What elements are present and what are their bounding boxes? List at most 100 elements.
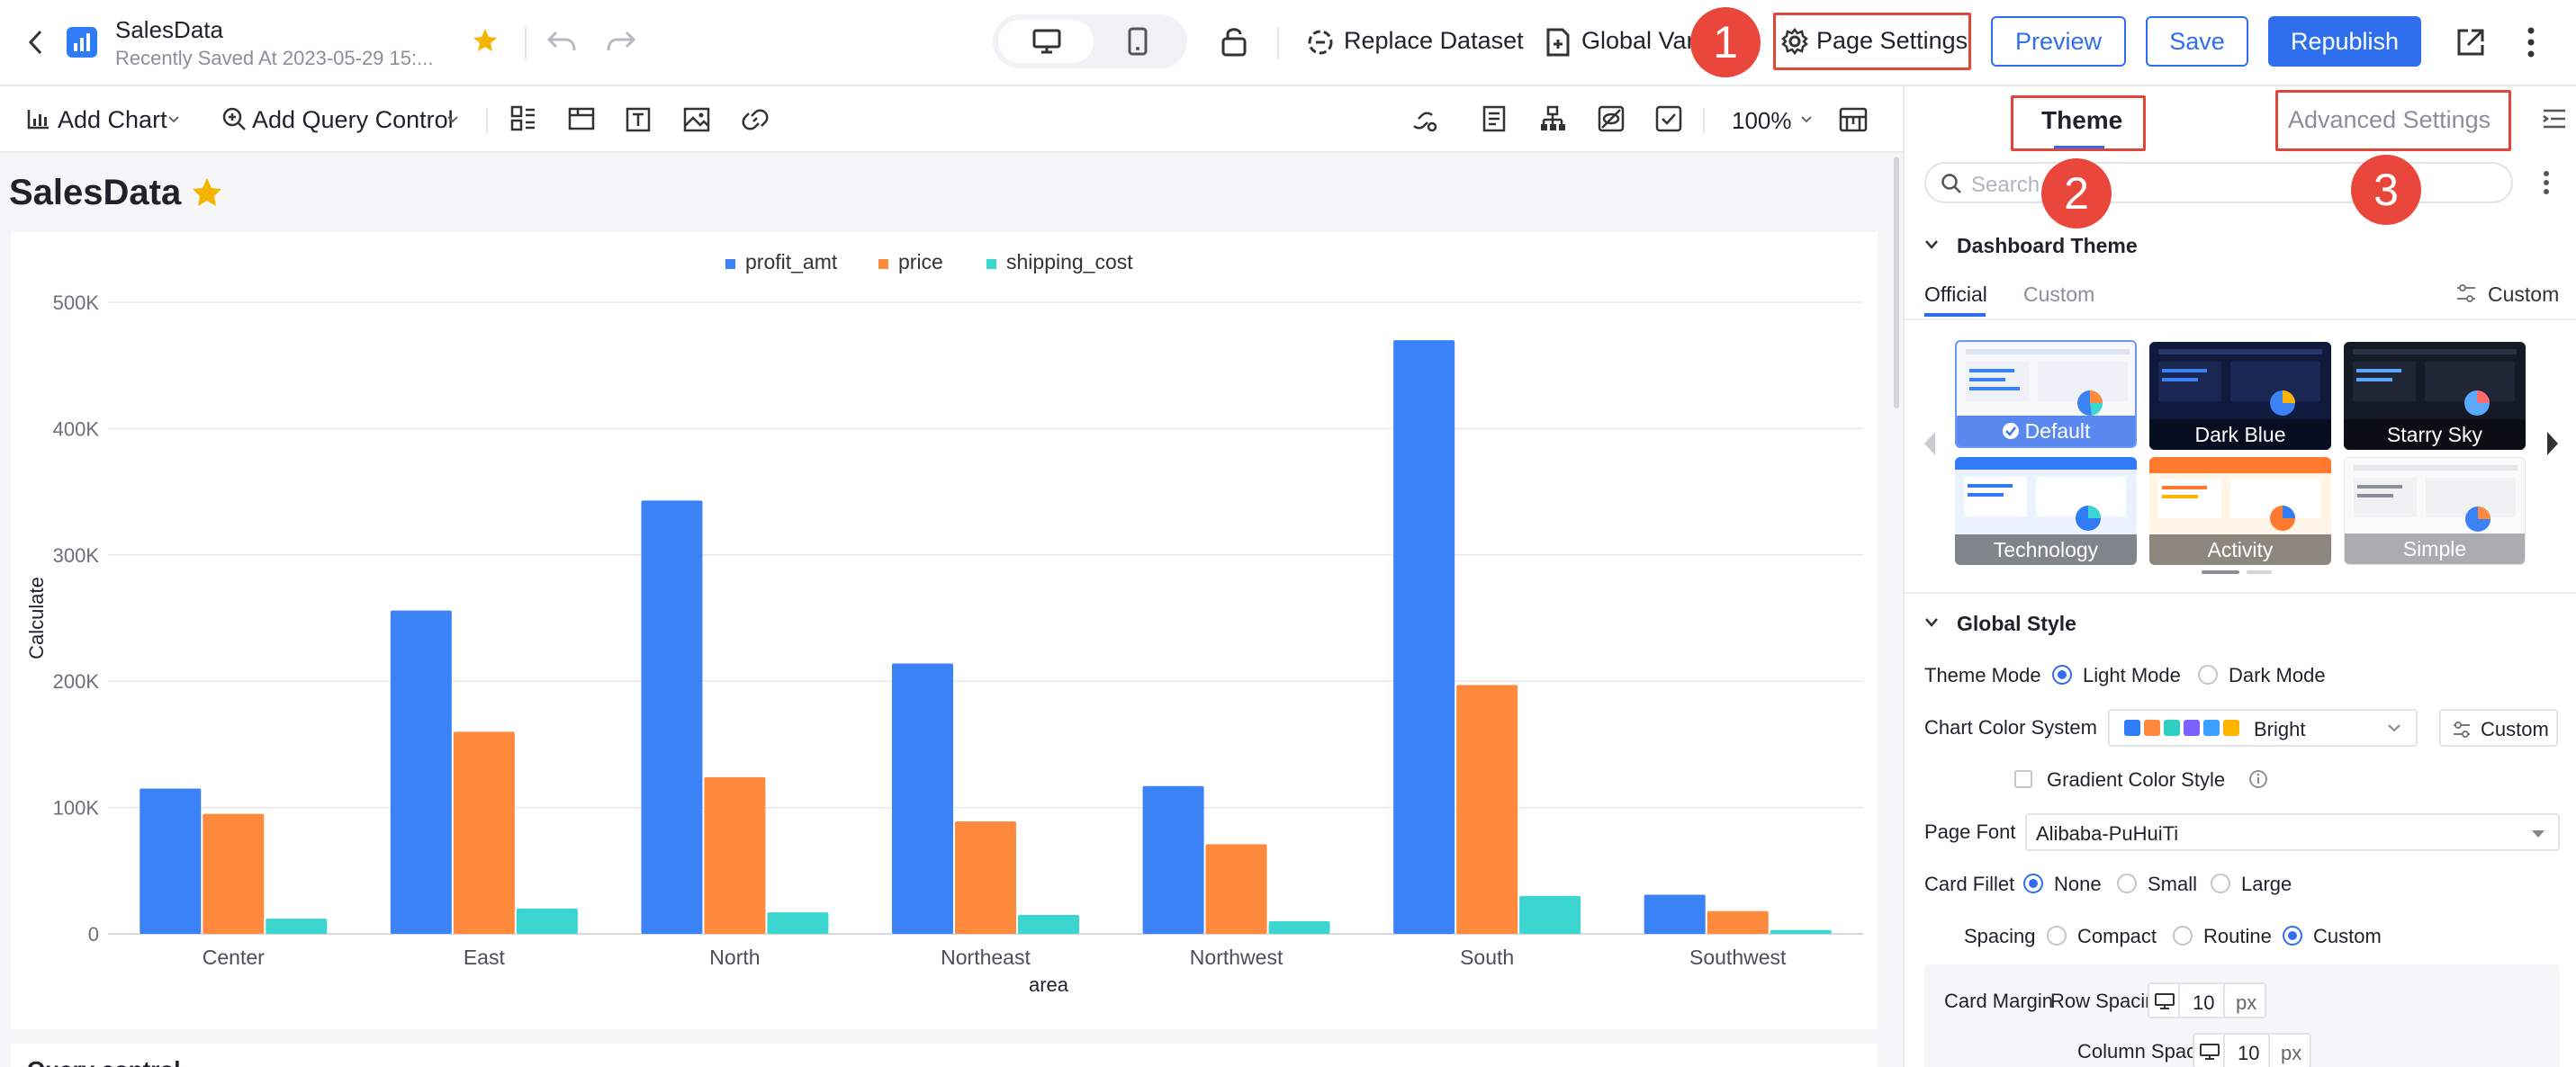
- title-star-icon: [193, 178, 221, 206]
- fillet-large-label[interactable]: Large: [2241, 873, 2292, 895]
- save-button[interactable]: Save: [2146, 16, 2248, 67]
- tab-official[interactable]: Official: [1924, 282, 1987, 306]
- more-vertical-icon[interactable]: [2526, 25, 2536, 59]
- dark-mode-radio[interactable]: [2198, 665, 2218, 685]
- spacing-routine-label[interactable]: Routine: [2203, 925, 2272, 947]
- mobile-icon[interactable]: [1128, 27, 1148, 56]
- bar-chart-icon: [27, 110, 49, 130]
- global-variable-icon: [1546, 28, 1570, 57]
- desktop-tab[interactable]: [998, 20, 1094, 63]
- linkage-icon[interactable]: [1410, 106, 1438, 133]
- dark-mode-label[interactable]: Dark Mode: [2229, 664, 2326, 686]
- fillet-none-radio[interactable]: [2023, 874, 2043, 893]
- report-icon[interactable]: [1482, 104, 1507, 133]
- global-variable-button[interactable]: Global Vari: [1581, 27, 1700, 54]
- y-tick-label: 100K: [53, 797, 100, 820]
- search-icon: [1941, 174, 1961, 193]
- add-query-control-button[interactable]: Add Query Control: [252, 106, 454, 133]
- row-spacing-device[interactable]: [2148, 982, 2180, 1018]
- link-icon[interactable]: [742, 106, 769, 133]
- section-chevron-icon[interactable]: [1924, 617, 1939, 628]
- spacing-compact-label[interactable]: Compact: [2077, 925, 2157, 947]
- chart-color-system-select[interactable]: Bright: [2108, 709, 2418, 747]
- zoom-level[interactable]: 100%: [1732, 107, 1792, 134]
- chevron-down-icon: [2388, 724, 2400, 732]
- spacing-routine-radio[interactable]: [2173, 926, 2193, 946]
- dashboard-canvas: SalesData 0 100K 200K 300K 400K 500K Calculate…: [0, 153, 1890, 1067]
- device-switch: [993, 14, 1187, 68]
- favorite-star-icon[interactable]: [472, 27, 499, 54]
- gradient-color-label[interactable]: Gradient Color Style: [2047, 768, 2226, 791]
- search-input[interactable]: Search: [1924, 162, 2513, 203]
- light-mode-label[interactable]: Light Mode: [2083, 664, 2181, 686]
- layout-tab-icon[interactable]: [509, 104, 536, 133]
- theme-starry-sky[interactable]: Starry Sky: [2344, 342, 2526, 450]
- fillet-large-radio[interactable]: [2211, 874, 2230, 893]
- add-chart-button[interactable]: Add Chart: [58, 106, 167, 133]
- tab-theme[interactable]: Theme: [2041, 106, 2123, 134]
- container-icon[interactable]: [567, 106, 596, 131]
- carousel-indicator-active[interactable]: [2202, 570, 2239, 574]
- chevron-down-icon: [447, 116, 458, 123]
- theme-activity[interactable]: Activity: [2149, 457, 2331, 565]
- bar-shipping_cost: [1268, 920, 1330, 934]
- page-font-select[interactable]: Alibaba-PuHuiTi: [2025, 813, 2560, 851]
- preview-button[interactable]: Preview: [1991, 16, 2126, 67]
- bar-profit_amt: [1644, 894, 1706, 934]
- spacing-custom-radio[interactable]: [2283, 926, 2302, 946]
- external-link-icon[interactable]: [2455, 27, 2486, 58]
- next-theme-arrow-icon[interactable]: [2545, 430, 2560, 457]
- theme-starry-sky-label: Starry Sky: [2344, 419, 2526, 450]
- color-custom-button[interactable]: Custom: [2439, 709, 2558, 747]
- spacing-custom-label[interactable]: Custom: [2313, 925, 2382, 947]
- lock-icon[interactable]: [1220, 25, 1247, 58]
- tab-advanced-settings[interactable]: Advanced Settings: [2288, 106, 2491, 133]
- fillet-none-label[interactable]: None: [2054, 873, 2102, 895]
- republish-button[interactable]: Republish: [2268, 16, 2421, 67]
- gradient-color-checkbox[interactable]: [2014, 770, 2032, 788]
- fillet-small-radio[interactable]: [2117, 874, 2137, 893]
- bar-chart-card[interactable]: 0 100K 200K 300K 400K 500K Calculate Center East…: [11, 232, 1878, 1029]
- back-chevron-icon[interactable]: [27, 29, 45, 56]
- hierarchy-icon[interactable]: [1539, 104, 1566, 133]
- hide-icon[interactable]: [1597, 104, 1626, 133]
- ruler-icon[interactable]: [1838, 106, 1869, 133]
- more-options-icon[interactable]: [2542, 169, 2551, 196]
- theme-simple[interactable]: Simple: [2344, 457, 2526, 565]
- column-spacing-device[interactable]: [2193, 1033, 2225, 1067]
- bar-shipping_cost: [516, 908, 578, 934]
- column-spacing-input[interactable]: 10: [2225, 1033, 2270, 1067]
- collapse-panel-icon[interactable]: [2542, 108, 2567, 130]
- prev-theme-arrow-icon[interactable]: [1923, 430, 1937, 457]
- palette-swatch: [2124, 720, 2140, 736]
- highlight-advanced-settings-tab: [2275, 90, 2511, 151]
- section-chevron-icon[interactable]: [1924, 239, 1939, 250]
- theme-default[interactable]: Default: [1955, 340, 2137, 448]
- annotation-badge-3: 3: [2351, 155, 2421, 225]
- image-icon[interactable]: [682, 106, 711, 133]
- replace-dataset-button[interactable]: Replace Dataset: [1344, 27, 1524, 54]
- undo-icon[interactable]: [545, 27, 578, 56]
- page-settings-button[interactable]: Page Settings: [1816, 27, 1968, 54]
- checklist-icon[interactable]: [1654, 104, 1683, 133]
- info-icon[interactable]: [2248, 769, 2268, 789]
- light-mode-radio[interactable]: [2052, 665, 2072, 685]
- y-tick-label: 500K: [53, 291, 100, 314]
- y-tick-label: 300K: [53, 544, 100, 567]
- fillet-small-label[interactable]: Small: [2148, 873, 2198, 895]
- tab-custom[interactable]: Custom: [2023, 282, 2095, 306]
- dashboard-name[interactable]: SalesData: [115, 16, 223, 43]
- dashboard-title[interactable]: SalesData: [9, 173, 182, 212]
- spacing-compact-radio[interactable]: [2047, 926, 2067, 946]
- row-spacing-input[interactable]: 10: [2180, 982, 2225, 1018]
- theme-technology[interactable]: Technology: [1955, 457, 2137, 565]
- theme-dark-blue[interactable]: Dark Blue: [2149, 342, 2331, 450]
- query-control-card[interactable]: Query control: [11, 1044, 1878, 1067]
- custom-theme-link[interactable]: Custom: [2488, 282, 2560, 306]
- legend-swatch: [878, 259, 888, 269]
- canvas-scrollbar[interactable]: [1890, 153, 1903, 1067]
- carousel-indicator[interactable]: [2247, 570, 2272, 574]
- bar-shipping_cost: [1519, 895, 1581, 934]
- redo-icon[interactable]: [605, 27, 637, 56]
- text-box-icon[interactable]: [625, 106, 652, 133]
